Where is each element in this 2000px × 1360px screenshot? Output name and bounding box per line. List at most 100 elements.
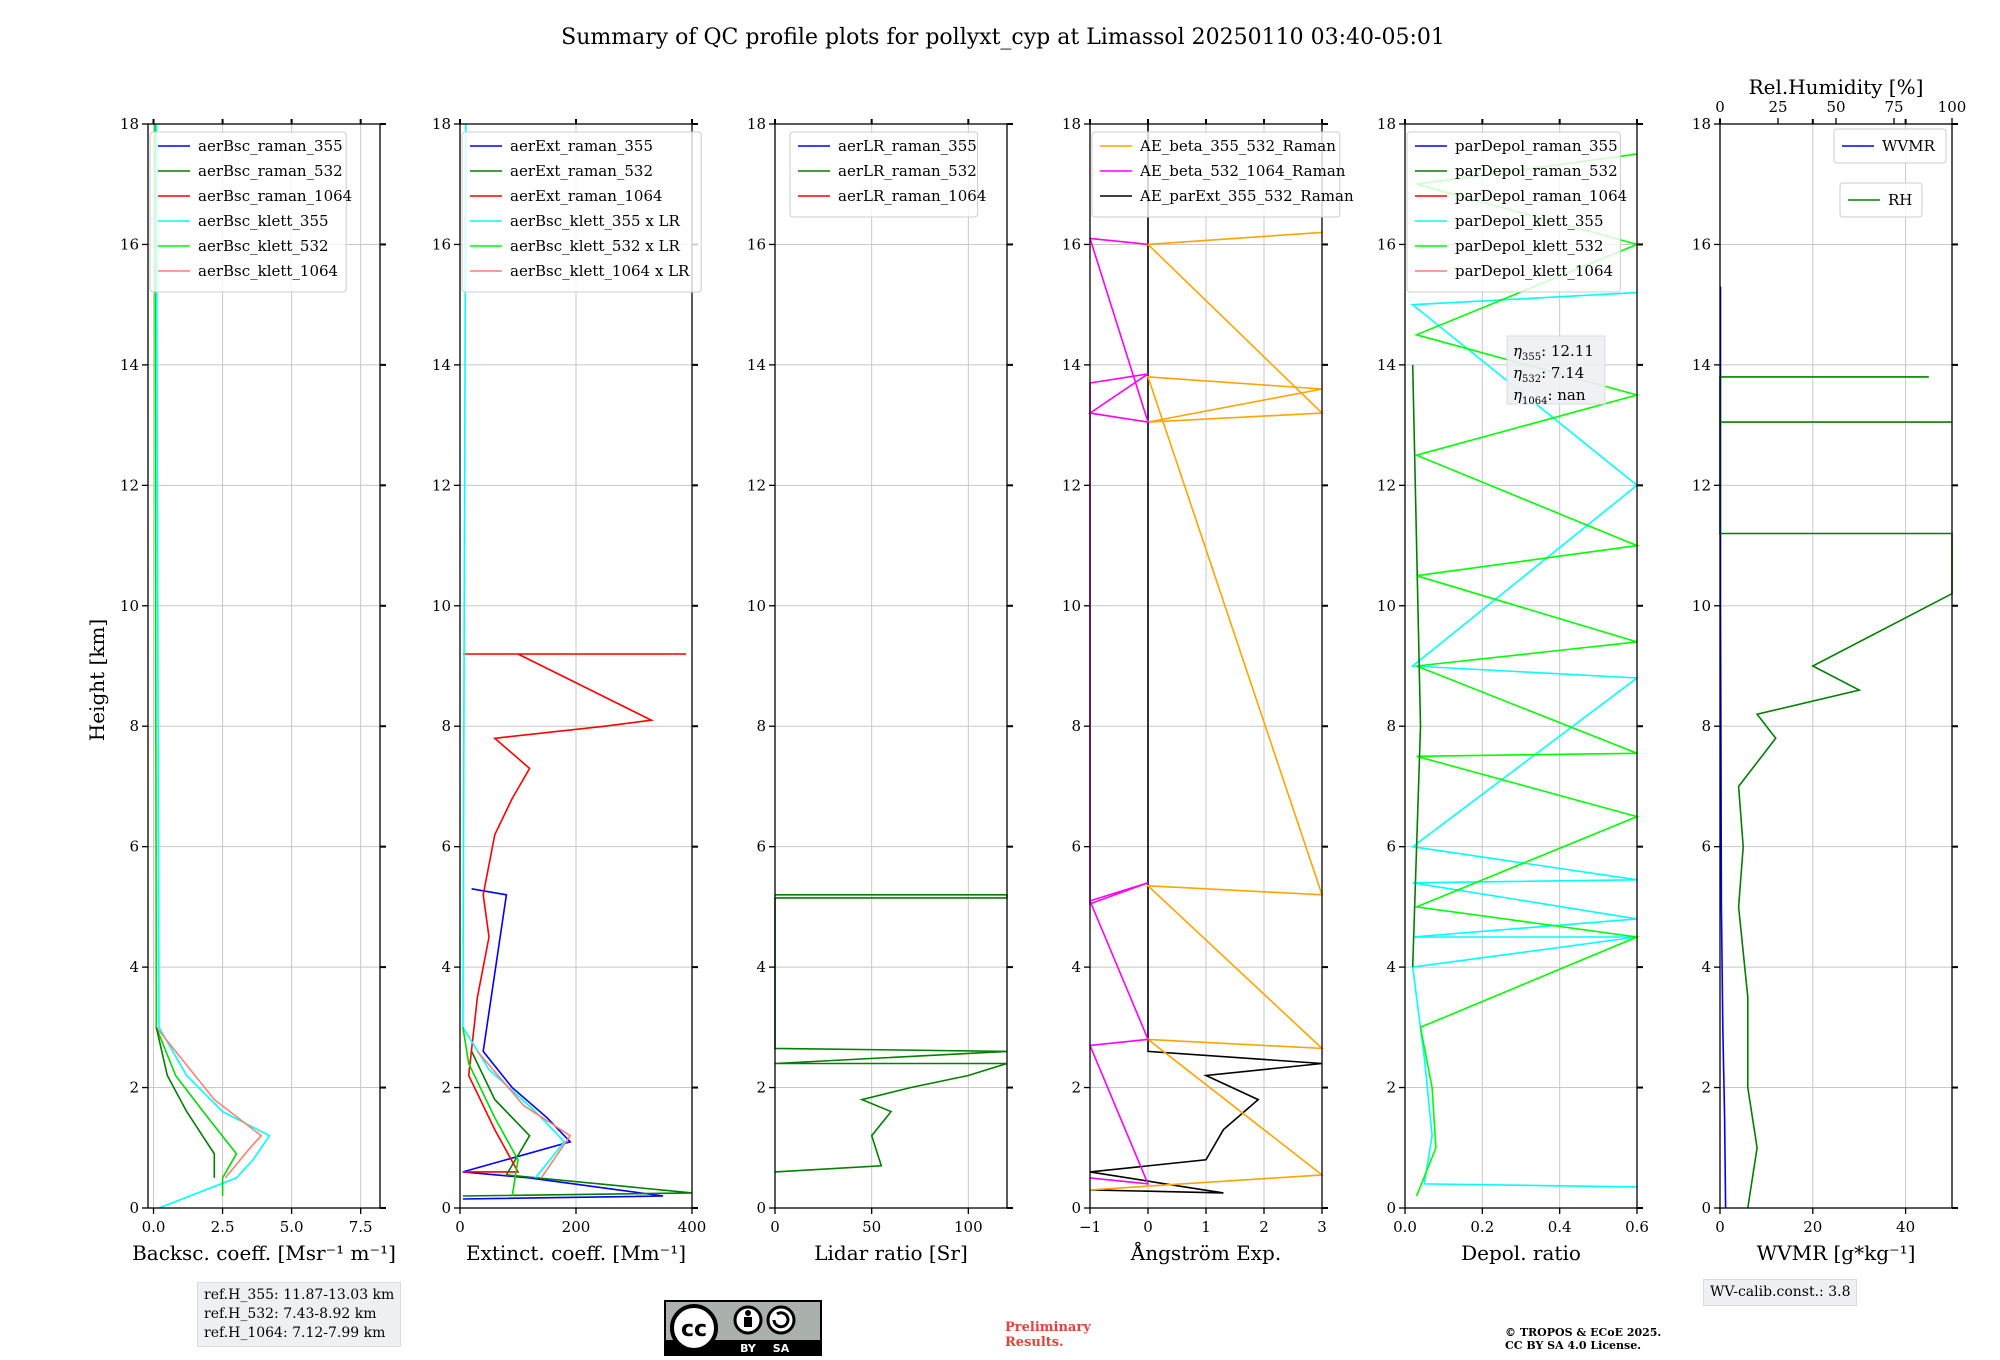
legend-label: aerBsc_raman_355 xyxy=(198,137,343,155)
x-tick-label: −1 xyxy=(1079,1218,1101,1236)
top-x-tick-label: 75 xyxy=(1884,98,1903,116)
legend-label: aerExt_raman_532 xyxy=(510,162,653,180)
y-tick-label: 14 xyxy=(747,356,766,374)
y-tick-label: 10 xyxy=(747,597,766,615)
y-tick-label: 2 xyxy=(1701,1079,1711,1097)
axes-frame xyxy=(774,123,1008,1209)
cc-by-label: BY xyxy=(740,1342,757,1355)
legend-label: aerBsc_klett_1064 x LR xyxy=(510,262,690,280)
y-tick-label: 2 xyxy=(129,1079,139,1097)
x-tick-label: 1 xyxy=(1201,1218,1211,1236)
y-tick-label: 18 xyxy=(1062,115,1081,133)
y-tick-label: 0 xyxy=(441,1199,451,1217)
figure-title: Summary of QC profile plots for pollyxt_… xyxy=(561,25,1445,50)
x-axis-label: WVMR [g*kg⁻¹] xyxy=(1757,1241,1916,1265)
copyright-line-2: CC BY SA 4.0 License. xyxy=(1505,1339,1642,1352)
legend-lr: aerLR_raman_355 aerLR_raman_532 aerLR_rama… xyxy=(789,131,986,218)
series-depol-1 xyxy=(1413,153,1641,1197)
x-tick-label: 100 xyxy=(954,1218,983,1236)
y-tick-label: 14 xyxy=(1377,356,1396,374)
legend-bsc: aerBsc_raman_355 aerBsc_raman_532 aerBsc_r… xyxy=(149,131,352,293)
series-wv-0 xyxy=(1719,286,1727,1209)
y-tick-label: 12 xyxy=(120,476,139,494)
y-tick-label: 16 xyxy=(1377,235,1396,253)
cc-sa-icon xyxy=(766,1305,796,1335)
x-axis-label: Extinct. coeff. [Mm⁻¹] xyxy=(466,1241,686,1265)
y-tick-label: 0 xyxy=(1701,1199,1711,1217)
y-tick-label: 2 xyxy=(441,1079,451,1097)
series-depol-0 xyxy=(1410,291,1640,1188)
x-tick-label: 0.6 xyxy=(1625,1218,1649,1236)
y-tick-label: 10 xyxy=(432,597,451,615)
x-axis-label: Ångström Exp. xyxy=(1130,1240,1281,1265)
y-tick-label: 4 xyxy=(1071,958,1081,976)
y-tick-label: 2 xyxy=(1386,1079,1396,1097)
x-axis-label: Lidar ratio [Sr] xyxy=(814,1241,968,1265)
y-tick-label: 16 xyxy=(120,235,139,253)
y-tick-label: 18 xyxy=(747,115,766,133)
series-ext-3 xyxy=(462,123,566,1179)
legend-label: parDepol_klett_355 xyxy=(1455,212,1604,230)
legend-label: aerExt_raman_1064 xyxy=(510,187,663,205)
y-tick-label: 10 xyxy=(1692,597,1711,615)
eta-1064: η1064: nan xyxy=(1513,386,1586,407)
y-axis-label: Height [km] xyxy=(85,619,109,741)
y-tick-label: 6 xyxy=(1386,838,1396,856)
y-tick-label: 14 xyxy=(432,356,451,374)
top-x-tick-label: 100 xyxy=(1938,98,1967,116)
legend-label: WVMR xyxy=(1882,137,1936,155)
x-tick-label: 0.0 xyxy=(142,1218,166,1236)
cc-sa-label: SA xyxy=(773,1342,790,1355)
y-tick-label: 8 xyxy=(1071,717,1081,735)
y-tick-label: 8 xyxy=(756,717,766,735)
legend-rh: RH xyxy=(1839,182,1923,218)
panel-lr: 0 2 4 6 8 10 12 14 16 18 0 50 100 Lidar ratio [Sr] aer… xyxy=(747,115,1013,1265)
y-tick-label: 0 xyxy=(129,1199,139,1217)
top-x-tick-label: 0 xyxy=(1715,98,1725,116)
preliminary-note: Preliminary Results. xyxy=(1005,1320,1091,1350)
legend-label: RH xyxy=(1888,191,1912,209)
x-axis-label: Backsc. coeff. [Msr⁻¹ m⁻¹] xyxy=(132,1241,396,1265)
y-tick-label: 16 xyxy=(432,235,451,253)
cc-logo-text: cc xyxy=(681,1317,707,1342)
legend-ext: aerExt_raman_355 aerExt_raman_532 aerExt_r… xyxy=(461,131,702,293)
x-tick-label: 20 xyxy=(1803,1218,1822,1236)
copyright-line-1: © TROPOS & ECoE 2025. xyxy=(1505,1326,1662,1339)
legend-depol: parDepol_raman_355 parDepol_raman_532 parD… xyxy=(1406,131,1627,293)
x-tick-label: 2 xyxy=(1259,1218,1269,1236)
legend-label: aerBsc_klett_355 xyxy=(198,212,329,230)
y-tick-label: 18 xyxy=(120,115,139,133)
series-ext-4 xyxy=(462,1027,519,1197)
axes-frame xyxy=(1719,123,1953,1209)
x-tick-label: 0.4 xyxy=(1548,1218,1572,1236)
y-tick-label: 2 xyxy=(756,1079,766,1097)
y-tick-label: 8 xyxy=(441,717,451,735)
y-tick-label: 12 xyxy=(1377,476,1396,494)
wv-calib-text: WV-calib.const.: 3.8 xyxy=(1710,1284,1851,1300)
series-lr-0 xyxy=(774,894,1008,1173)
eta-532: η532: 7.14 xyxy=(1513,364,1584,385)
x-tick-label: 0.0 xyxy=(1393,1218,1417,1236)
y-tick-label: 12 xyxy=(432,476,451,494)
series-ae-1 xyxy=(1089,231,1325,1191)
y-tick-label: 0 xyxy=(1071,1199,1081,1217)
legend-label: aerLR_raman_532 xyxy=(838,162,977,180)
series-ext-1 xyxy=(462,1051,693,1197)
legend-label: parDepol_raman_355 xyxy=(1455,137,1618,155)
y-tick-label: 2 xyxy=(1071,1079,1081,1097)
x-tick-label: 5.0 xyxy=(280,1218,304,1236)
legend-label: AE_beta_355_532_Raman xyxy=(1139,137,1336,155)
legend-wvmr: WVMR xyxy=(1833,128,1947,164)
y-tick-label: 12 xyxy=(1692,476,1711,494)
series-ae-0 xyxy=(1089,124,1323,1194)
legend-label: aerBsc_klett_355 x LR xyxy=(510,212,681,230)
panel-depol: 0 2 4 6 8 10 12 14 16 18 0.0 0.2 0.4 0.6 Depol. ratio p… xyxy=(1377,115,1649,1265)
legend-label: aerBsc_klett_532 xyxy=(198,237,329,255)
legend-label: aerBsc_raman_532 xyxy=(198,162,343,180)
y-tick-label: 16 xyxy=(747,235,766,253)
y-tick-label: 8 xyxy=(1701,717,1711,735)
series-depol-2 xyxy=(1411,364,1422,968)
legend-label: aerLR_raman_355 xyxy=(838,137,977,155)
y-tick-label: 8 xyxy=(1386,717,1396,735)
legend-label: AE_beta_532_1064_Raman xyxy=(1139,162,1346,180)
